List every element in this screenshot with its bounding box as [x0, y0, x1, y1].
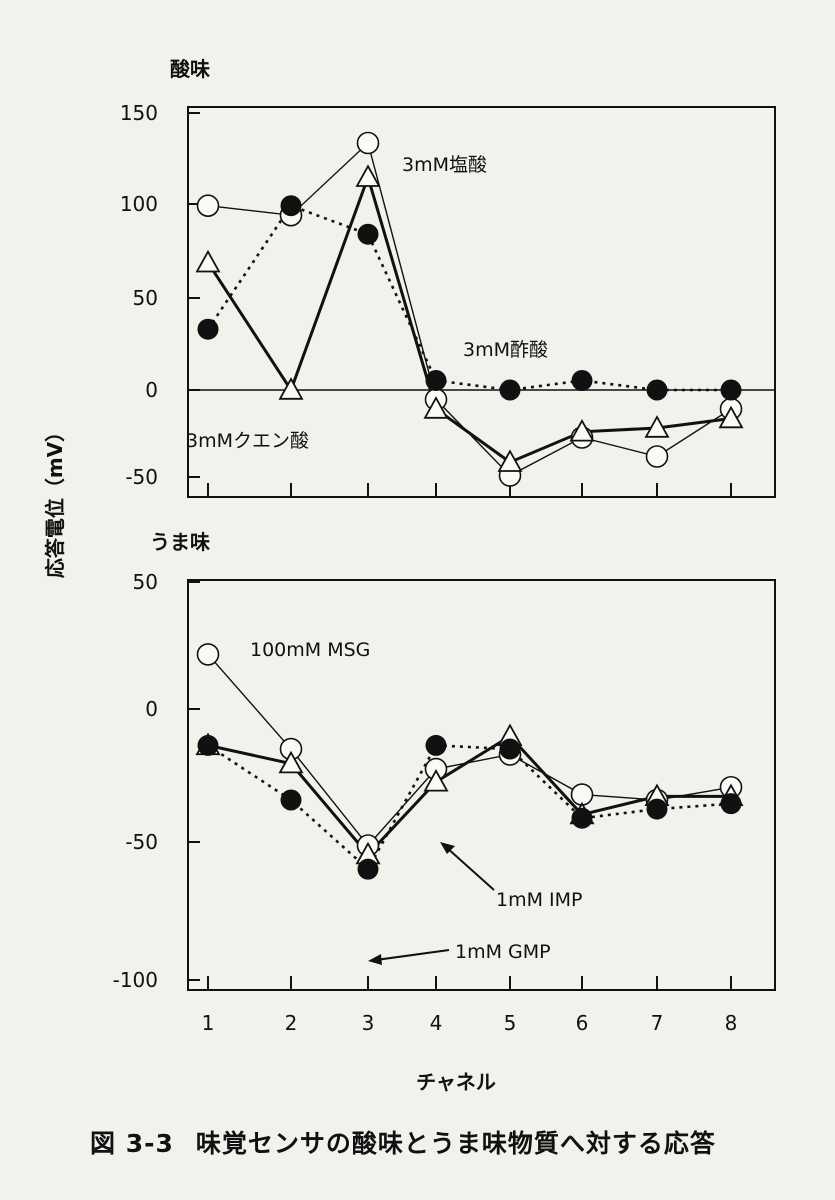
plot-frame [187, 106, 776, 498]
x-tick-label: 8 [725, 1011, 738, 1035]
series-label-imp: 1mM IMP [496, 889, 582, 911]
data-point [196, 194, 220, 217]
data-point [569, 418, 595, 442]
y-tick-label: -50 [125, 830, 158, 854]
data-point [646, 379, 668, 401]
y-tick-label: 0 [145, 697, 158, 721]
x-tick-label: 2 [285, 1011, 298, 1035]
data-point [718, 405, 744, 429]
series-markers [195, 131, 744, 487]
x-tick-labels: 1 2 3 4 5 6 7 8 [202, 1011, 738, 1035]
y-tick-label: -50 [125, 465, 158, 489]
x-tick-label: 5 [504, 1011, 517, 1035]
x-tick-label: 6 [576, 1011, 589, 1035]
data-point [197, 734, 219, 756]
data-point [571, 807, 593, 829]
data-point [356, 131, 380, 155]
series-lines [206, 141, 732, 477]
acidity-chart: 酸味 150 100 50 0 -50 3mM塩酸 3mM酢酸 3mMクエン酸 [120, 57, 776, 498]
data-point [425, 370, 447, 391]
y-axis-label: 応答電位（mV） [43, 422, 67, 578]
x-axis-ticks [207, 976, 732, 990]
data-point [357, 858, 379, 880]
data-point [571, 370, 593, 391]
data-point [425, 734, 447, 756]
umami-chart: うま味 50 0 -50 -100 100mM MSG 1mM IMP 1mM GMP [113, 530, 776, 992]
series-label-msg: 100mM MSG [250, 639, 370, 661]
series-markers [195, 643, 744, 880]
data-point [644, 415, 670, 438]
series-line [207, 734, 731, 857]
y-tick-label: 50 [133, 570, 158, 594]
data-point [278, 750, 304, 774]
y-tick-label: 50 [133, 286, 158, 310]
data-point [357, 223, 379, 245]
caption-text: 味覚センサの酸味とうま味物質へ対する応答 [195, 1129, 716, 1158]
data-point [720, 793, 742, 815]
plot-frame [187, 579, 776, 991]
figure-caption: 図 3-3 味覚センサの酸味とうま味物質へ対する応答 [90, 1124, 716, 1160]
imp-arrow-head [440, 842, 455, 854]
x-axis-label: チャネル [416, 1070, 496, 1094]
data-point [196, 643, 220, 666]
data-point [720, 379, 742, 401]
x-axis-ticks [207, 483, 732, 497]
series-line [206, 204, 731, 392]
data-point [355, 164, 381, 187]
x-tick-label: 4 [430, 1011, 443, 1035]
data-point [195, 249, 221, 273]
gmp-arrow-head [368, 954, 382, 965]
caption-number: 図 3-3 [90, 1129, 174, 1158]
data-point [423, 768, 449, 792]
series-label-acetic: 3mM酢酸 [463, 339, 548, 361]
data-point [197, 318, 219, 340]
chart-title: うま味 [150, 530, 210, 554]
data-point [645, 445, 669, 468]
data-point [280, 195, 302, 217]
series-line [207, 141, 732, 477]
y-tick-label: 150 [120, 101, 158, 125]
data-point [497, 449, 523, 472]
gmp-arrow [375, 949, 450, 961]
x-tick-label: 3 [362, 1011, 375, 1035]
chart-title: 酸味 [170, 57, 210, 81]
data-point [499, 379, 521, 401]
y-tick-label: 100 [120, 192, 158, 216]
x-tick-label: 1 [202, 1011, 215, 1035]
y-tick-label: -100 [113, 968, 158, 992]
y-axis-ticks: 50 0 -50 -100 [113, 570, 200, 992]
series-lines [207, 653, 732, 872]
data-point [423, 396, 449, 419]
imp-arrow [445, 846, 495, 891]
data-point [278, 377, 304, 400]
series-label-gmp: 1mM GMP [455, 941, 551, 963]
series-line [206, 172, 732, 464]
data-point [499, 738, 521, 760]
x-tick-label: 7 [651, 1011, 664, 1035]
y-tick-label: 0 [145, 378, 158, 402]
series-label-hcl: 3mM塩酸 [402, 154, 487, 176]
data-point [646, 798, 668, 820]
data-point [280, 789, 302, 811]
series-label-citric: 3mMクエン酸 [186, 430, 309, 452]
